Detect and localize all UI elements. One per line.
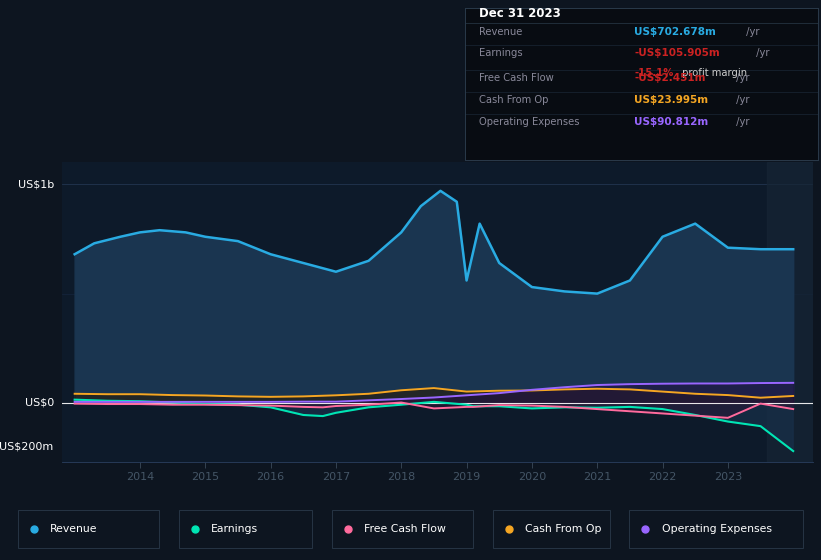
Text: Operating Expenses: Operating Expenses — [662, 524, 772, 534]
Text: Operating Expenses: Operating Expenses — [479, 117, 580, 127]
Text: Free Cash Flow: Free Cash Flow — [364, 524, 446, 534]
Text: US$0: US$0 — [25, 398, 54, 408]
Text: US$702.678m: US$702.678m — [634, 27, 716, 38]
Text: US$1b: US$1b — [18, 179, 54, 189]
Text: US$23.995m: US$23.995m — [634, 95, 709, 105]
Text: Cash From Op: Cash From Op — [479, 95, 548, 105]
Text: /yr: /yr — [733, 73, 750, 83]
Text: /yr: /yr — [733, 117, 750, 127]
Text: -US$2.451m: -US$2.451m — [634, 73, 705, 83]
Text: Cash From Op: Cash From Op — [525, 524, 601, 534]
Text: profit margin: profit margin — [679, 68, 747, 78]
Text: Earnings: Earnings — [211, 524, 258, 534]
Text: /yr: /yr — [753, 48, 769, 58]
Text: /yr: /yr — [733, 95, 750, 105]
Text: /yr: /yr — [743, 27, 759, 38]
Text: -US$105.905m: -US$105.905m — [634, 48, 720, 58]
Text: Dec 31 2023: Dec 31 2023 — [479, 7, 561, 20]
Text: Revenue: Revenue — [479, 27, 522, 38]
Text: Earnings: Earnings — [479, 48, 522, 58]
Text: Free Cash Flow: Free Cash Flow — [479, 73, 553, 83]
Text: -15.1%: -15.1% — [634, 68, 673, 78]
Text: Revenue: Revenue — [50, 524, 98, 534]
Text: US$90.812m: US$90.812m — [634, 117, 709, 127]
Bar — [767, 162, 813, 462]
Text: -US$200m: -US$200m — [0, 442, 54, 452]
